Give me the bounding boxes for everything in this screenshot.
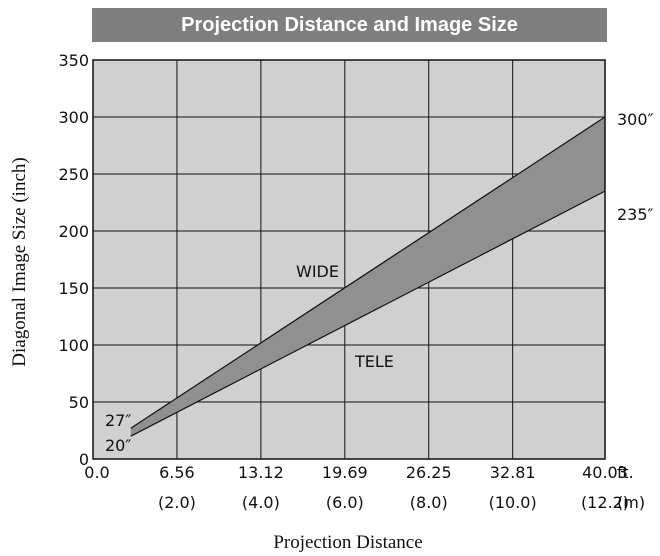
label-wide-start: 27″ — [105, 411, 131, 430]
x-unit-ft: ft. — [617, 463, 634, 482]
y-tick-label: 250 — [58, 165, 89, 184]
chart-title: Projection Distance and Image Size — [92, 8, 607, 42]
x-axis-title: Projection Distance — [273, 532, 422, 553]
x-tick-label-ft: 13.12 — [238, 463, 284, 482]
x-tick-label-m: (2.0) — [158, 493, 196, 512]
x-tick-label-ft: 6.56 — [159, 463, 195, 482]
plot-frame — [92, 59, 606, 460]
series-line-wide — [130, 116, 606, 429]
y-tick-label: 150 — [58, 279, 89, 298]
x-tick-label-ft: 26.25 — [406, 463, 452, 482]
x-tick-label-ft: 32.81 — [490, 463, 536, 482]
x-tick-label-m: (6.0) — [326, 493, 364, 512]
x-tick-label-m: (10.0) — [489, 493, 537, 512]
x-tick-label-ft: 19.69 — [322, 463, 368, 482]
x-tick-label-ft: 40.03 — [582, 463, 628, 482]
y-tick-label: 100 — [58, 336, 89, 355]
y-tick-labels: 0 50 100 150 200 250 300 350 — [58, 51, 89, 469]
series-line-tele — [130, 190, 606, 437]
y-tick-label: 50 — [69, 393, 89, 412]
label-tele-end: 235″ — [617, 205, 654, 224]
y-tick-label: 300 — [58, 108, 89, 127]
y-tick-label: 350 — [58, 51, 89, 70]
x-tick-label-m: (12.2) — [581, 493, 629, 512]
y-tick-label: 200 — [58, 222, 89, 241]
x-unit-m: (m) — [617, 493, 645, 512]
y-axis-title: Diagonal Image Size (inch) — [9, 157, 30, 366]
x-tick-label-ft: 0.0 — [84, 463, 109, 482]
label-tele: TELE — [354, 352, 394, 371]
y-tick-label: 0 — [79, 450, 89, 469]
wide-tele-band — [130, 117, 605, 437]
label-wide: WIDE — [296, 262, 339, 281]
x-tick-label-m: (8.0) — [410, 493, 448, 512]
x-tick-label-m: (4.0) — [242, 493, 280, 512]
x-tick-labels: 0.0 6.56 (2.0) 13.12 (4.0) 19.69 (6.0) 26.25 (8.… — [84, 463, 629, 512]
plot-background — [93, 60, 605, 459]
label-tele-start: 20″ — [105, 436, 131, 455]
label-wide-end: 300″ — [617, 110, 654, 129]
